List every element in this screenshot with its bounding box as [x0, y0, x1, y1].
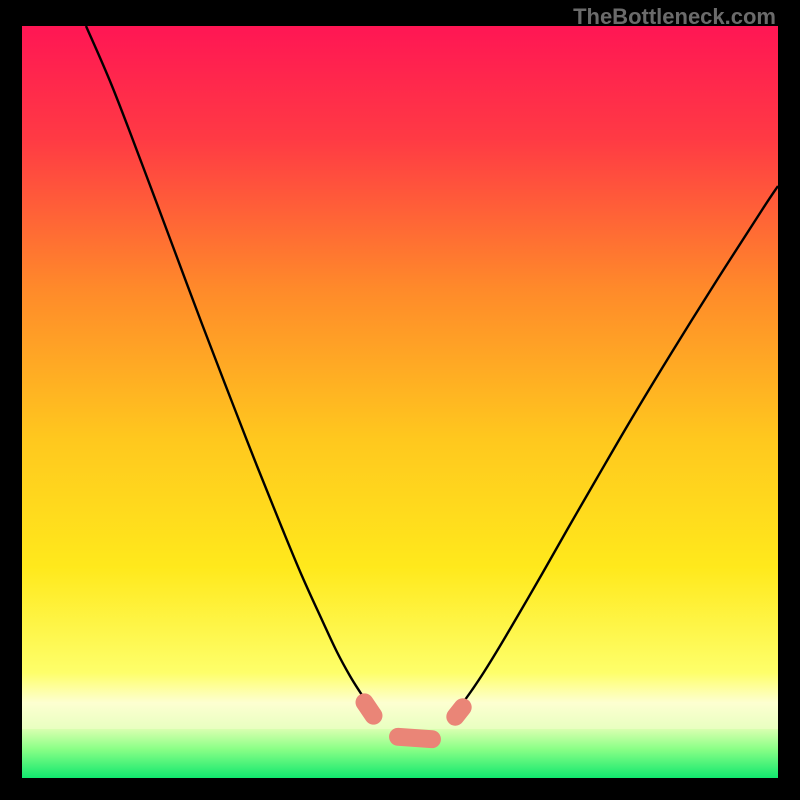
watermark-text: TheBottleneck.com [573, 4, 776, 30]
pink-accent-segment-1 [388, 727, 441, 749]
pink-accent-group [22, 26, 778, 778]
pink-accent-segment-0 [352, 690, 386, 728]
pink-accent-segment-2 [443, 695, 476, 730]
plot-area [22, 26, 778, 778]
